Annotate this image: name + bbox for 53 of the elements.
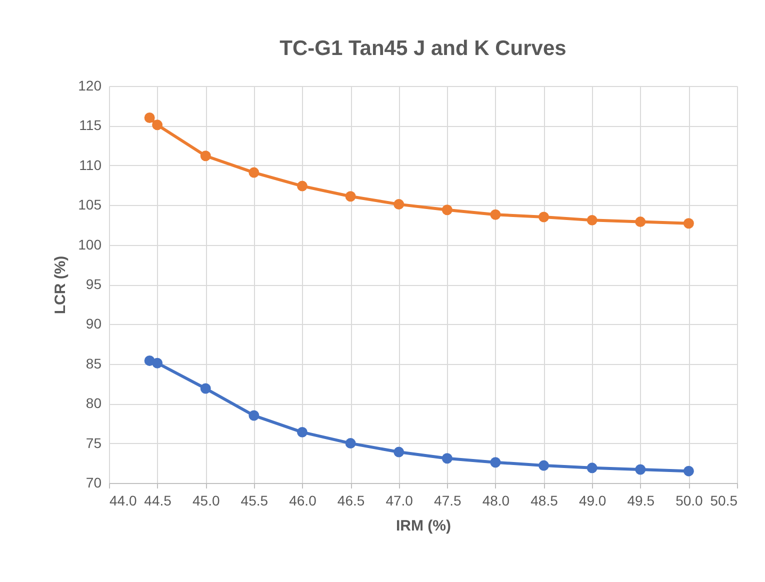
point (683, 218, 694, 229)
point (490, 457, 501, 468)
y-tick-label: 95 (86, 276, 102, 292)
point (586, 462, 598, 474)
x-tick-label: 49.5 (627, 492, 655, 508)
point (683, 466, 694, 476)
x-tick-label: 50.0 (676, 492, 704, 508)
point (635, 216, 646, 228)
point (442, 204, 452, 216)
point (152, 358, 163, 368)
point (200, 383, 211, 394)
x-tick-label: 50.5 (710, 492, 738, 508)
y-tick-label: 70 (86, 474, 102, 490)
x-tick-label: 47.0 (386, 492, 414, 508)
point (635, 464, 646, 475)
point (490, 209, 501, 220)
y-tick-label: 110 (79, 156, 102, 173)
y-tick-label: 105 (78, 196, 102, 213)
point (200, 150, 211, 162)
point (144, 112, 155, 123)
x-tick-label: 47.5 (434, 492, 462, 508)
x-tick-label: 44.0 (110, 492, 137, 508)
point (442, 453, 452, 464)
y-tick-label: 85 (86, 355, 102, 372)
point (586, 214, 598, 226)
x-tick-label: 46.0 (289, 492, 317, 508)
point (248, 410, 260, 421)
x-axis-title: IRM (%) (396, 518, 451, 534)
point (152, 120, 163, 130)
x-tick-label: 45.5 (240, 492, 268, 508)
point (345, 438, 356, 449)
point (538, 460, 550, 471)
y-tick-label: 80 (86, 395, 102, 412)
point (345, 191, 356, 202)
point (538, 212, 550, 222)
chart-title: TC-G1 Tan45 J and K Curves (280, 37, 566, 60)
point (394, 446, 404, 458)
y-tick-label: 100 (78, 236, 102, 252)
x-tick-label: 45.0 (192, 492, 220, 508)
y-tick-label: 90 (86, 316, 102, 332)
x-tick-label: 48.0 (482, 492, 510, 508)
y-axis-title: LCR (%) (52, 256, 70, 314)
point (248, 167, 260, 178)
point (296, 426, 308, 438)
x-tick-label: 48.5 (530, 492, 558, 508)
x-tick-label: 44.5 (144, 492, 172, 508)
y-tick-label: 115 (79, 117, 102, 134)
x-tick-label: 46.5 (337, 492, 365, 508)
point (296, 180, 308, 192)
point (394, 199, 404, 210)
y-tick-label: 75 (86, 434, 102, 451)
y-tick-label: 120 (78, 78, 102, 94)
x-tick-label: 49.0 (578, 492, 606, 508)
